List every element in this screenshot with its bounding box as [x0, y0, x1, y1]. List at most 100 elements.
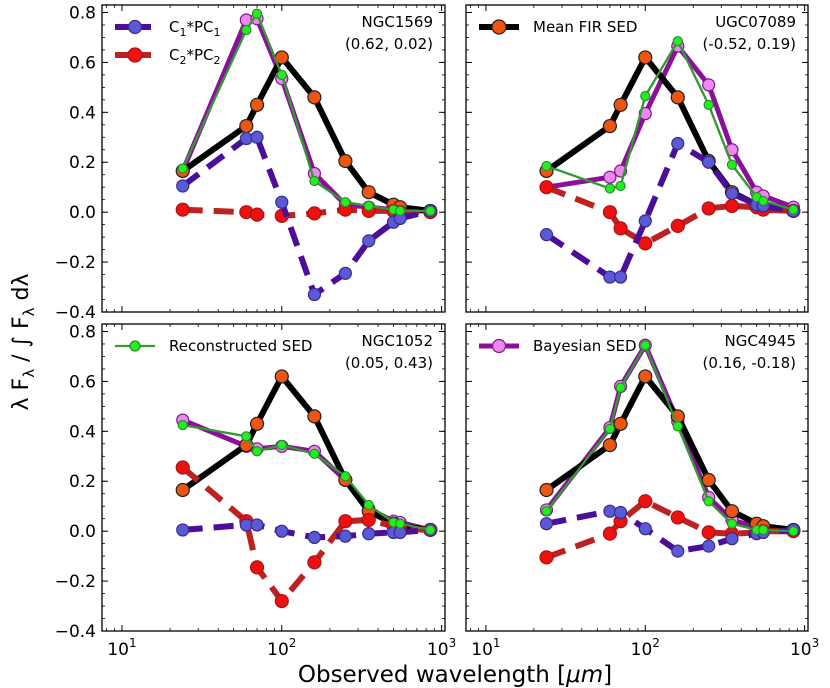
legend-marker — [491, 19, 507, 35]
recon-point-overlay — [276, 69, 287, 80]
x-tick-label: 103 — [790, 636, 819, 660]
recon-point-overlay — [241, 24, 252, 35]
recon-point-overlay — [177, 163, 188, 174]
recon-point-overlay — [788, 526, 799, 537]
legend-label: C2*PC2 — [169, 46, 221, 67]
recon-point-overlay — [672, 421, 683, 432]
pc1-point — [338, 266, 352, 280]
legend-label: Mean FIR SED — [533, 18, 637, 36]
recon-point-overlay — [425, 524, 436, 535]
legend-mean: Mean FIR SED — [479, 18, 637, 36]
pc1-point — [725, 186, 739, 201]
mean-point — [638, 369, 653, 384]
pc1-point — [702, 155, 716, 169]
galaxy-coefficients: (0.16, -0.18) — [703, 354, 796, 372]
galaxy-coefficients: (0.62, 0.02) — [345, 35, 433, 53]
recon-point-overlay — [363, 200, 374, 211]
mean-point — [724, 504, 740, 519]
recon-point-overlay — [241, 431, 252, 442]
pc2-point — [539, 550, 554, 565]
recon-point-overlay — [726, 159, 737, 170]
x-tick-label: 102 — [267, 636, 296, 660]
pc1-point — [638, 214, 652, 228]
y-tick-label: 0.8 — [69, 322, 96, 342]
recon-point-overlay — [758, 524, 769, 535]
pc2-point — [602, 205, 618, 220]
panel-frame — [465, 323, 809, 632]
pc2-point — [539, 180, 554, 195]
legend-label: C1*PC1 — [169, 18, 221, 39]
recon-point-overlay — [363, 499, 374, 510]
pc1-point — [307, 530, 322, 545]
pc2-point — [175, 202, 190, 217]
pc1-point — [307, 287, 322, 302]
recon-point-overlay — [703, 496, 714, 507]
pc1-point — [239, 131, 253, 146]
pc2-point — [338, 514, 353, 529]
panel-frame — [465, 4, 809, 313]
galaxy-name: UGC07089 — [715, 13, 796, 31]
legend-marker — [491, 338, 507, 354]
galaxy-coefficients: (-0.52, 0.19) — [703, 35, 796, 53]
y-tick-label: −0.4 — [55, 622, 96, 642]
panels-group: −0.4 −0.2 0.0 0.2 0.4 0.6 0.8 NGC1569 (0.62, 0.0… — [55, 3, 820, 660]
recon-point-overlay — [640, 340, 651, 351]
pc2-point — [602, 526, 618, 541]
pc2-point — [638, 494, 653, 509]
recon-point-overlay — [340, 197, 351, 208]
bayes-point — [702, 78, 716, 92]
pc1-point — [539, 517, 554, 531]
pc2-point — [701, 525, 716, 540]
pc2-point — [613, 221, 628, 236]
pc2-point — [670, 510, 685, 525]
pc1-point — [702, 539, 716, 553]
galaxy-name: NGC1052 — [362, 332, 434, 350]
y-tick-label: −0.2 — [55, 572, 96, 592]
pc1-point — [250, 130, 264, 144]
x-tick-label: 103 — [427, 636, 456, 660]
pc2-point — [307, 206, 322, 221]
y-tick-label: −0.2 — [55, 253, 96, 273]
panel-ngc4945: 101 102 103 NGC4945 (0.16, -0.18) Bayesian SE… — [465, 323, 819, 660]
recon-point-overlay — [604, 183, 615, 194]
y-tick-label: 0.0 — [69, 522, 96, 542]
recon-point-overlay — [395, 518, 406, 529]
pc1-point — [671, 544, 685, 558]
y-tick-label: 0.2 — [69, 153, 96, 173]
legend-pc2: C2*PC2 — [115, 46, 221, 67]
pc2-point — [701, 201, 716, 216]
pc1-point — [275, 524, 289, 538]
legend-pc1: C1*PC1 — [115, 18, 221, 39]
recon-point-overlay — [309, 448, 320, 459]
panel-ugc07089: UGC07089 (-0.52, 0.19) Mean FIR SED — [465, 4, 809, 313]
recon-point-overlay — [541, 506, 552, 517]
recon-point-overlay — [252, 8, 263, 19]
legend-marker — [127, 47, 143, 63]
pc1-point — [275, 195, 289, 209]
legend-recon: Reconstructed SED — [115, 337, 312, 355]
pc2-point — [249, 207, 265, 222]
pc1-point — [338, 529, 352, 543]
mean-point — [613, 416, 628, 431]
panel-frame — [101, 323, 446, 632]
mean-point — [638, 50, 653, 65]
recon-point-overlay — [640, 91, 651, 102]
pc2-point — [307, 555, 322, 570]
recon-point-overlay — [395, 205, 406, 216]
y-tick-label: 0.4 — [69, 103, 96, 123]
mean-point — [274, 369, 289, 384]
legend-label: Bayesian SED — [533, 337, 637, 355]
mean-point — [307, 409, 322, 424]
pc2-point — [249, 560, 265, 575]
y-tick-label: −0.4 — [55, 303, 96, 323]
recon-point-overlay — [726, 518, 737, 529]
pc1-point — [613, 505, 628, 520]
mean-point — [307, 90, 322, 105]
legend-bayes: Bayesian SED — [479, 337, 637, 355]
pc2-point — [670, 218, 685, 233]
pc1-point — [176, 523, 190, 537]
recon-point-overlay — [604, 423, 615, 434]
pc2-point — [638, 236, 653, 251]
x-axis-label: Observed wavelength [μm] — [298, 662, 612, 688]
pc1-point — [539, 228, 554, 242]
